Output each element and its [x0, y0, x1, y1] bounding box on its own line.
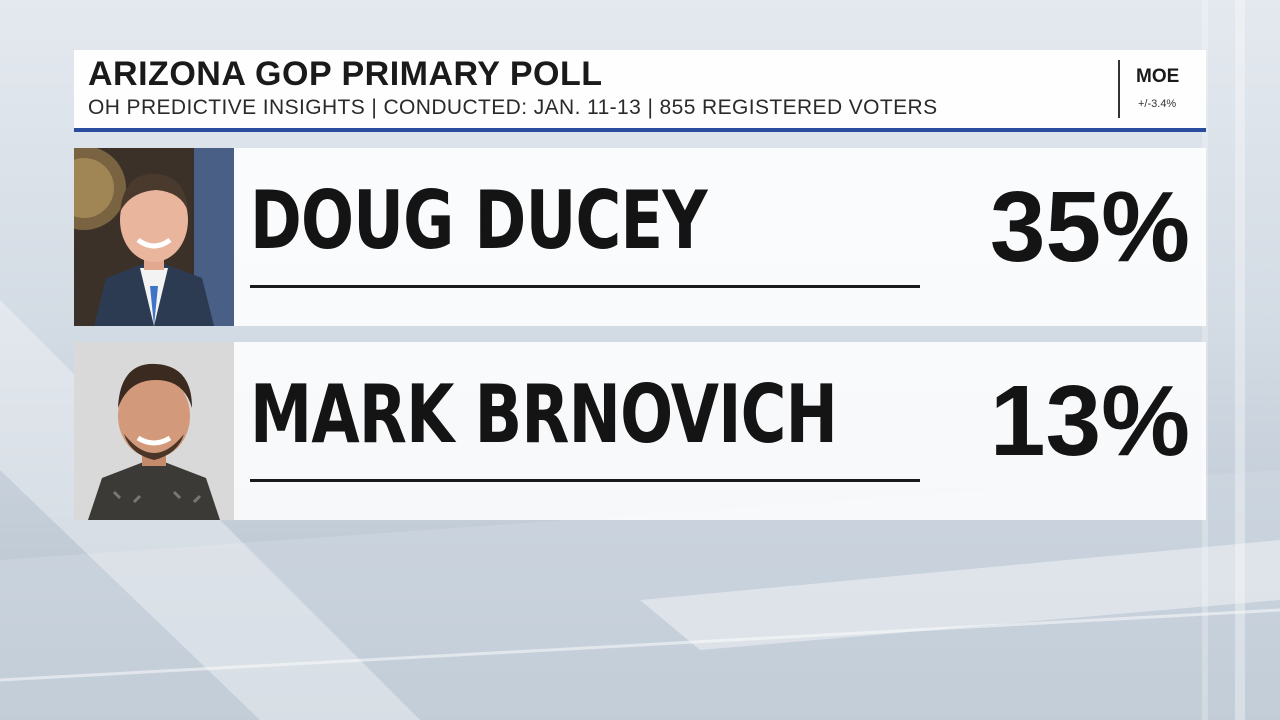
- moe-value: +/-3.4%: [1138, 98, 1177, 110]
- poll-subtitle: OH PREDICTIVE INSIGHTS | CONDUCTED: JAN.…: [88, 96, 938, 119]
- poll-title: ARIZONA GOP PRIMARY POLL: [88, 55, 603, 93]
- candidate-photo: [74, 148, 234, 326]
- candidate-percent: 35%: [989, 171, 1190, 283]
- moe-divider: [1118, 60, 1120, 118]
- candidate-row: DOUG DUCEY 35%: [74, 148, 1206, 326]
- candidate-name: MARK BRNOVICH: [250, 368, 838, 461]
- candidate-photo: [74, 342, 234, 520]
- candidate-row: MARK BRNOVICH 13%: [74, 342, 1206, 520]
- name-underline: [250, 479, 920, 482]
- candidate-name: DOUG DUCEY: [250, 174, 708, 267]
- name-underline: [250, 285, 920, 288]
- candidate-percent: 13%: [989, 365, 1190, 477]
- poll-header: ARIZONA GOP PRIMARY POLL OH PREDICTIVE I…: [74, 50, 1206, 132]
- moe-label: MOE: [1136, 66, 1180, 87]
